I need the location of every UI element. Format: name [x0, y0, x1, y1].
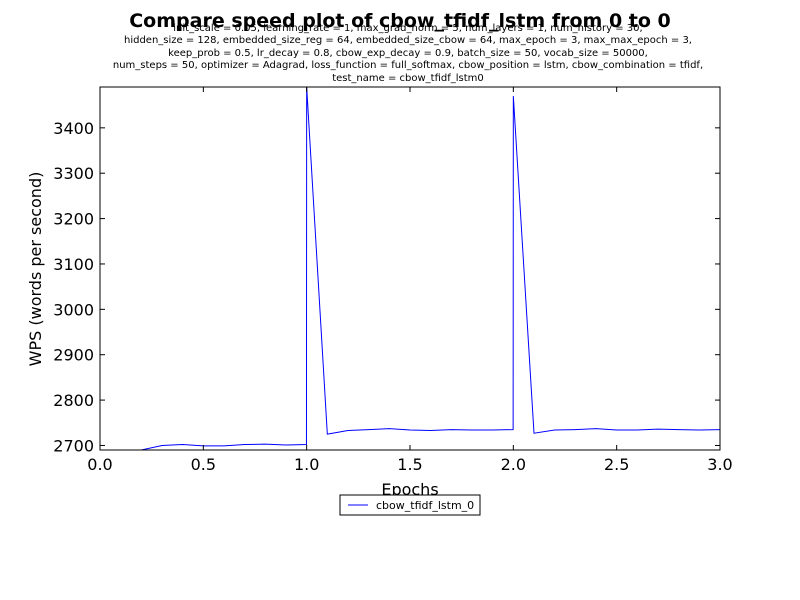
plot-area-background: [100, 87, 720, 450]
y-tick-label: 3100: [53, 255, 94, 274]
y-tick-label: 2700: [53, 436, 94, 455]
chart-subtitle-line-4: num_steps = 50, optimizer = Adagrad, los…: [113, 60, 703, 71]
chart-subtitle-line-1: init_scale = 0.05, learning_rate = 1, ma…: [173, 23, 642, 34]
legend-label: cbow_tfidf_lstm_0: [376, 499, 474, 512]
x-axis-label: Epochs: [381, 480, 438, 499]
y-tick-label: 3400: [53, 119, 94, 138]
series-layer: [139, 87, 720, 450]
series-line-1: [139, 87, 720, 450]
x-tick-label: 0.0: [87, 455, 112, 474]
y-tick-label: 3300: [53, 164, 94, 183]
y-tick-label: 3000: [53, 300, 94, 319]
x-tick-label: 1.5: [397, 455, 422, 474]
chart-subtitle-line-2: hidden_size = 128, embedded_size_reg = 6…: [124, 35, 692, 46]
y-tick-label: 2900: [53, 346, 94, 365]
plot-area-frame: [99, 86, 721, 451]
x-tick-label: 3.0: [707, 455, 732, 474]
x-tick-label: 2.0: [501, 455, 526, 474]
x-tick-label: 0.5: [191, 455, 216, 474]
x-tick-label: 1.0: [294, 455, 319, 474]
y-tick-label: 2800: [53, 391, 94, 410]
y-tick-label: 3200: [53, 210, 94, 229]
legend: cbow_tfidf_lstm_0: [339, 494, 481, 516]
chart-subtitle-line-5: test_name = cbow_tfidf_lstm0: [332, 73, 484, 84]
chart-title: Compare speed plot of cbow_tfidf_lstm fr…: [129, 10, 671, 32]
x-tick-label: 2.5: [604, 455, 629, 474]
y-axis-label: WPS (words per second): [26, 172, 45, 367]
legend-box: [339, 494, 481, 516]
chart-subtitle-line-3: keep_prob = 0.5, lr_decay = 0.8, cbow_ex…: [168, 48, 648, 59]
tick-layer: 0.0 0.5 1.0 1.5 2.0 2.5 3.0 2700 2800 2900 3000 310…: [53, 87, 733, 474]
